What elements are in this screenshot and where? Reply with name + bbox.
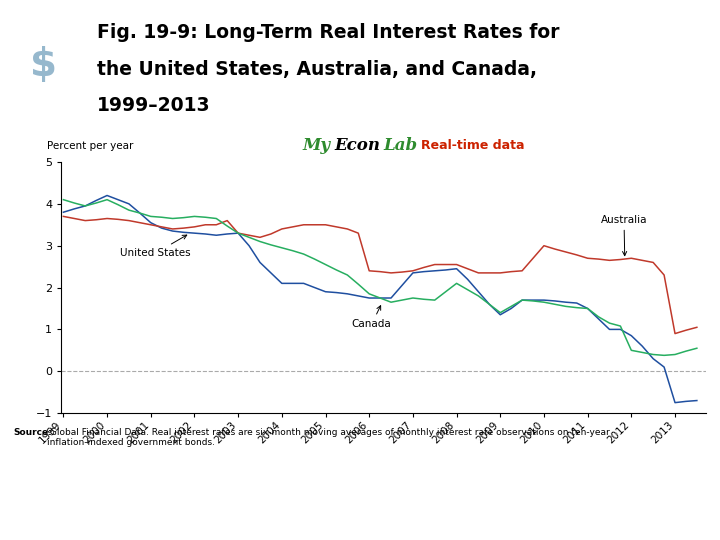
Text: Copyright ©2015 Pearson Education, Inc. All rights reserved.: Copyright ©2015 Pearson Education, Inc. …	[13, 508, 332, 518]
Text: Canada: Canada	[352, 306, 392, 329]
Text: Lab: Lab	[384, 137, 418, 154]
Text: 19-59: 19-59	[668, 508, 698, 518]
Text: Percent per year: Percent per year	[47, 141, 133, 151]
Text: $: $	[30, 46, 57, 84]
Text: My: My	[302, 137, 330, 154]
Text: Australia: Australia	[600, 215, 647, 255]
Text: Real-time data: Real-time data	[421, 139, 525, 152]
Text: Global Financial Data. Real interest rates are six-month moving averages of mont: Global Financial Data. Real interest rat…	[47, 428, 610, 447]
Text: 1999–2013: 1999–2013	[97, 96, 211, 115]
Text: Fig. 19-9: Long-Term Real Interest Rates for: Fig. 19-9: Long-Term Real Interest Rates…	[97, 23, 559, 42]
Text: Source:: Source:	[13, 428, 52, 437]
Text: Econ: Econ	[335, 137, 381, 154]
Text: the United States, Australia, and Canada,: the United States, Australia, and Canada…	[97, 59, 537, 79]
Text: United States: United States	[120, 235, 191, 258]
